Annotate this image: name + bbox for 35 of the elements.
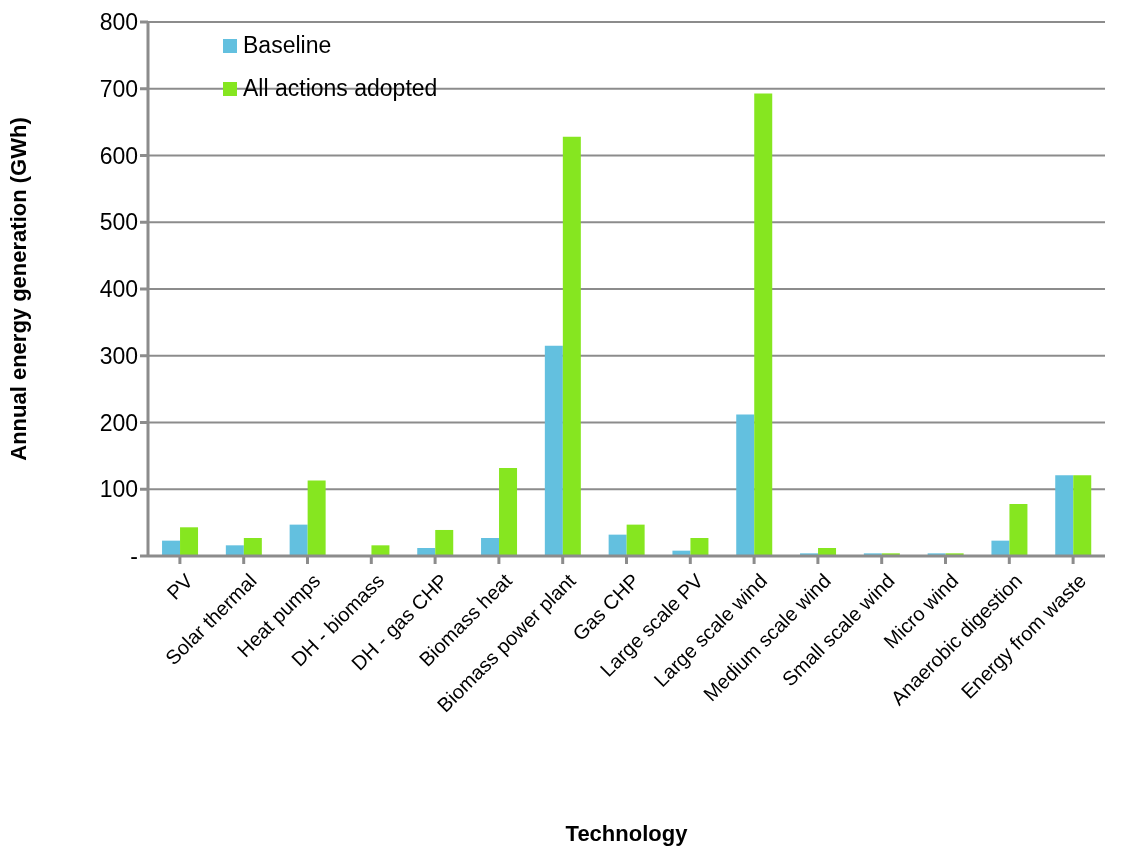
bar bbox=[544, 345, 563, 556]
y-tick-label: 700 bbox=[99, 75, 138, 102]
bar bbox=[481, 537, 500, 556]
y-tick-label: - bbox=[130, 543, 138, 570]
bar bbox=[180, 527, 199, 556]
legend-label: Baseline bbox=[243, 32, 332, 59]
bar bbox=[289, 524, 308, 556]
y-tick-label: 100 bbox=[99, 476, 138, 503]
bar bbox=[307, 480, 326, 556]
y-tick-label: 500 bbox=[99, 209, 138, 236]
bar bbox=[1009, 503, 1028, 556]
x-tick-label: PV bbox=[162, 569, 198, 604]
x-axis-title: Technology bbox=[565, 821, 689, 846]
bar bbox=[754, 93, 773, 556]
bar bbox=[1073, 475, 1092, 556]
bar bbox=[243, 537, 262, 556]
y-tick-label: 300 bbox=[99, 342, 138, 369]
bar bbox=[562, 136, 581, 556]
legend-label: All actions adopted bbox=[243, 75, 438, 102]
y-tick-label: 600 bbox=[99, 142, 138, 169]
bar bbox=[690, 537, 709, 556]
bar bbox=[162, 540, 181, 556]
bar bbox=[1055, 475, 1074, 556]
y-tick-label: 400 bbox=[99, 276, 138, 303]
bar bbox=[991, 540, 1010, 556]
y-tick-label: 800 bbox=[99, 9, 138, 36]
bar bbox=[435, 529, 454, 556]
bar bbox=[608, 534, 627, 556]
y-axis-title: Annual energy generation (GWh) bbox=[5, 117, 31, 461]
bar bbox=[626, 524, 645, 556]
bar bbox=[371, 545, 390, 556]
bar bbox=[736, 414, 755, 556]
bar bbox=[499, 467, 518, 556]
y-tick-label: 200 bbox=[99, 409, 138, 436]
bar bbox=[225, 545, 244, 556]
